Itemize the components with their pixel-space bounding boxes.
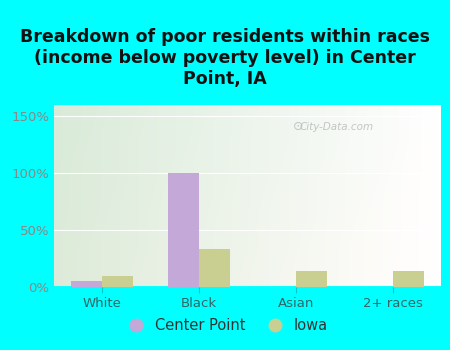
Text: City-Data.com: City-Data.com	[299, 122, 374, 132]
Text: ⊙: ⊙	[292, 120, 303, 133]
Legend: Center Point, Iowa: Center Point, Iowa	[116, 313, 334, 339]
Bar	[199, 250, 230, 287]
Text: Breakdown of poor residents within races
(income below poverty level) in Center
: Breakdown of poor residents within races…	[20, 28, 430, 88]
Bar	[103, 276, 133, 287]
Bar	[296, 271, 327, 287]
Bar	[392, 271, 423, 287]
Bar	[72, 281, 103, 287]
Bar	[168, 173, 199, 287]
